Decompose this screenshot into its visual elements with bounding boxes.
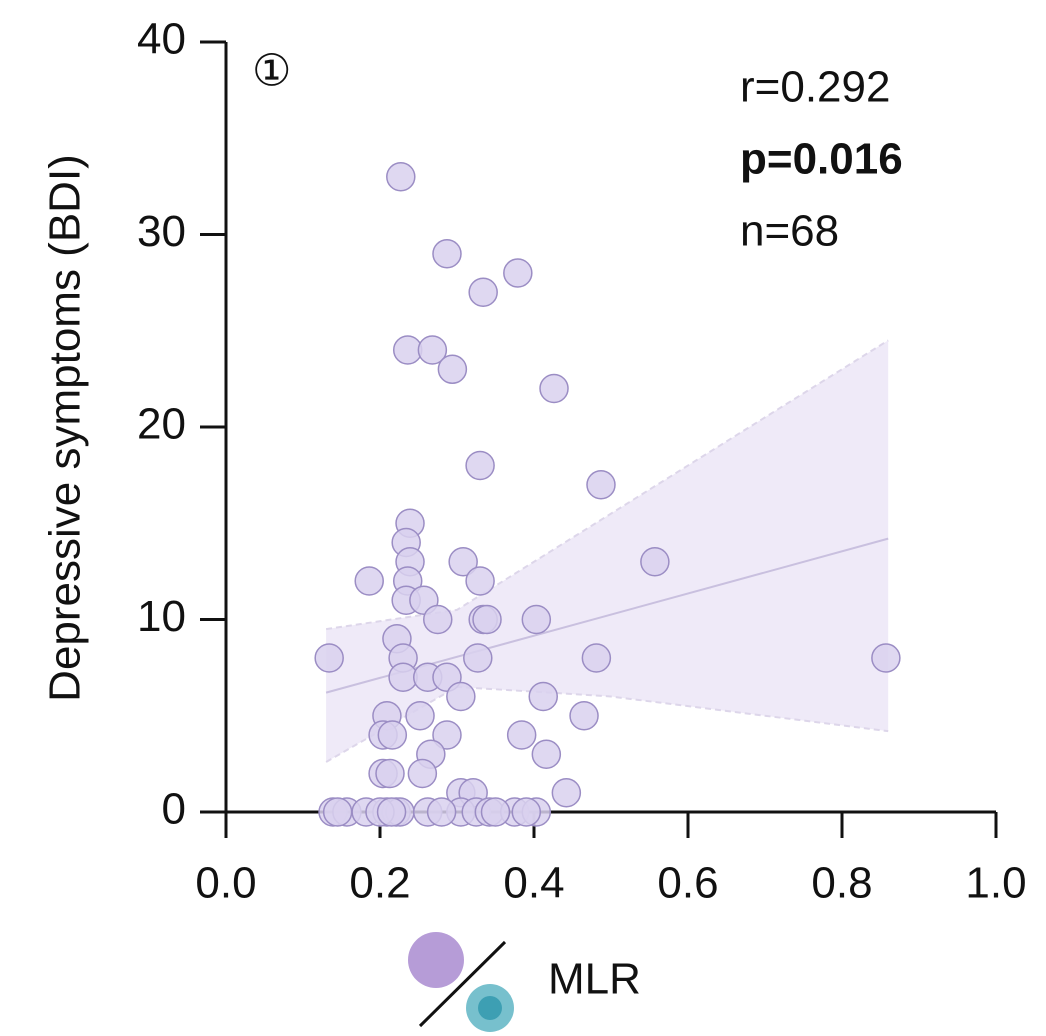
point (432, 720, 462, 750)
point (354, 566, 384, 596)
point (569, 701, 599, 731)
point (640, 547, 670, 577)
point (521, 604, 552, 635)
point (511, 797, 542, 827)
point (871, 643, 901, 673)
point (322, 797, 353, 827)
point (392, 335, 423, 365)
point (446, 681, 476, 712)
point (386, 162, 416, 192)
point (314, 643, 344, 673)
x-tick-label: 0.6 (657, 859, 718, 908)
point (417, 335, 448, 365)
y-tick-label: 40 (137, 15, 186, 64)
y-axis-label: Depressive symptoms (BDI) (41, 154, 90, 702)
point (426, 797, 457, 827)
x-tick-label: 0.4 (503, 859, 564, 908)
panel-number: ① (252, 47, 291, 96)
point (423, 604, 453, 635)
point (581, 643, 612, 673)
point (480, 797, 511, 827)
stat-p: p=0.016 (740, 135, 903, 184)
point (375, 758, 405, 789)
x-tick-label: 0.0 (195, 859, 256, 908)
stat-r: r=0.292 (740, 63, 890, 112)
point (437, 354, 468, 384)
point (465, 450, 495, 481)
point (528, 681, 558, 712)
point (468, 277, 498, 307)
point (472, 604, 502, 635)
x-axis-label: MLR (548, 955, 641, 1004)
point (407, 758, 438, 789)
y-tick-label: 10 (137, 592, 186, 641)
point (376, 797, 407, 827)
point (465, 566, 495, 596)
x-tick-label: 0.8 (811, 859, 872, 908)
point (531, 739, 562, 769)
y-tick-label: 0 (162, 785, 186, 834)
point (506, 720, 537, 750)
y-tick-label: 20 (137, 400, 186, 449)
point (551, 778, 582, 808)
point (388, 662, 418, 692)
x-tick-label: 1.0 (965, 859, 1026, 908)
point (405, 701, 435, 731)
point (463, 643, 493, 673)
stat-n: n=68 (740, 207, 839, 256)
ci-upper (325, 339, 889, 631)
point (539, 373, 569, 404)
x-tick-label: 0.2 (349, 859, 410, 908)
point (503, 258, 533, 288)
point (377, 720, 408, 750)
point (448, 547, 478, 577)
point (432, 239, 462, 269)
cell-icon (408, 932, 514, 1032)
point (586, 470, 616, 500)
y-tick-label: 30 (137, 207, 186, 256)
plot: 0 10 20 30 40 0.0 0.2 0.4 0.6 0.8 1.0 (137, 15, 1027, 908)
